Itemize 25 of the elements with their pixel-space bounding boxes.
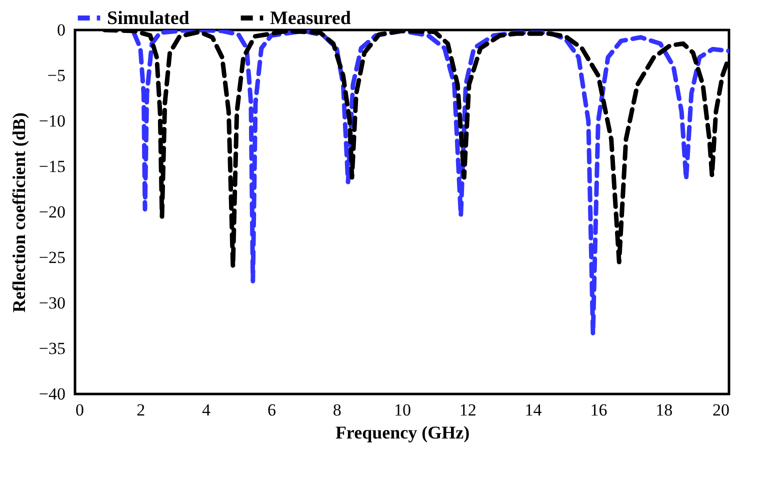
x-tick-label: 20	[712, 400, 730, 420]
line-series	[132, 30, 729, 336]
legend-label: Measured	[270, 8, 352, 29]
y-tick-label: −20	[38, 202, 66, 222]
x-tick-label: 18	[656, 400, 673, 420]
x-tick-label: 6	[267, 400, 276, 420]
y-tick-label: −10	[38, 112, 66, 130]
y-axis-title: Reflection coefficient (dB)	[8, 112, 29, 312]
y-tick-label: −35	[38, 339, 66, 358]
x-tick-label: 4	[202, 400, 212, 420]
x-tick-label: 2	[136, 400, 146, 420]
x-tick-label: 0	[76, 400, 84, 420]
x-axis-title: Frequency (GHz)	[335, 422, 470, 442]
y-tick-label: −5	[47, 66, 66, 85]
y-tick-label: −30	[38, 294, 66, 312]
x-tick-label: 10	[394, 400, 411, 420]
y-tick-label: −40	[38, 384, 66, 404]
x-tick-label: 14	[524, 400, 542, 420]
y-tick-label: −15	[38, 157, 66, 176]
x-tick-label: 12	[459, 400, 476, 420]
y-tick-label: 0	[57, 20, 66, 40]
x-tick-label: 8	[332, 400, 342, 420]
y-tick-label: −25	[38, 248, 66, 267]
legend-label: Simulated	[107, 8, 190, 29]
x-tick-label: 16	[590, 400, 608, 420]
